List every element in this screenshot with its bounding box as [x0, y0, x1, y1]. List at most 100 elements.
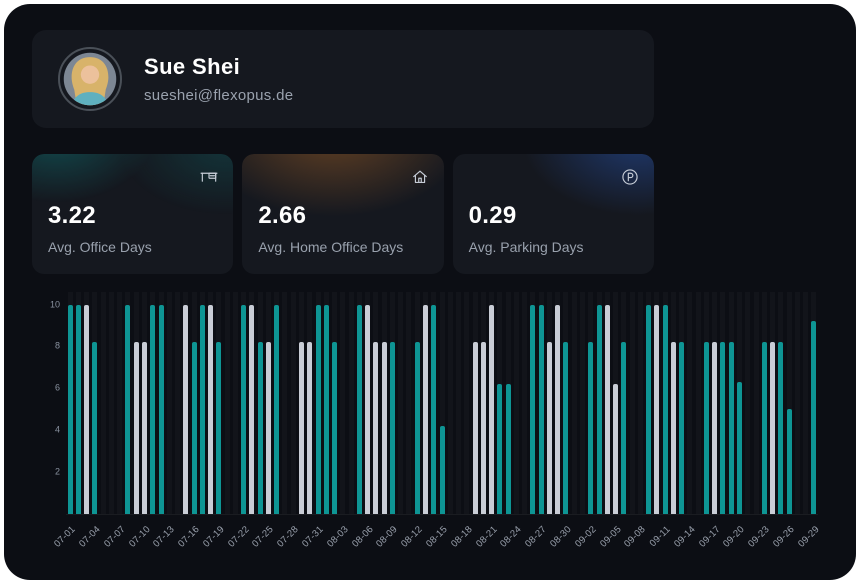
bar[interactable] — [199, 304, 205, 514]
bar[interactable] — [472, 342, 478, 514]
stat-label-office: Avg. Office Days — [48, 239, 152, 255]
day-slot — [398, 292, 403, 514]
bar[interactable] — [662, 304, 668, 514]
bar[interactable] — [720, 342, 726, 514]
bar[interactable] — [92, 342, 98, 514]
bar[interactable] — [679, 342, 685, 514]
bar[interactable] — [596, 304, 602, 514]
bar[interactable] — [150, 304, 156, 514]
y-axis-label: 4 — [54, 424, 60, 435]
stats-row: 3.22 Avg. Office Days 2.66 Avg. Home Off… — [32, 154, 654, 274]
bar[interactable] — [811, 321, 817, 514]
chart-x-axis: 07-01 07-04 07-07 07-10 07-13 07-16 07-19 07-22… — [52, 515, 821, 569]
parking-icon — [620, 167, 640, 187]
bar[interactable] — [588, 342, 594, 514]
bar[interactable] — [381, 342, 387, 514]
bar[interactable] — [431, 304, 437, 514]
x-axis-label: 09-05 — [597, 524, 624, 550]
bar[interactable] — [257, 342, 263, 514]
bar[interactable] — [604, 304, 610, 514]
bar[interactable] — [761, 342, 767, 514]
day-slot — [464, 292, 469, 514]
bar[interactable] — [414, 342, 420, 514]
bar[interactable] — [505, 384, 511, 514]
bar[interactable] — [373, 342, 379, 514]
bar[interactable] — [274, 304, 280, 514]
day-slot — [630, 292, 635, 514]
bar[interactable] — [538, 304, 544, 514]
bar[interactable] — [670, 342, 676, 514]
bar[interactable] — [365, 304, 371, 514]
bar[interactable] — [555, 304, 561, 514]
bar[interactable] — [241, 304, 247, 514]
day-slot — [117, 292, 122, 514]
x-axis-label: 09-29 — [795, 524, 822, 550]
bar[interactable] — [84, 304, 90, 514]
x-axis-label: 08-15 — [424, 524, 450, 550]
day-slot — [291, 292, 296, 514]
profile-card: Sue Shei sueshei@flexopus.de — [32, 30, 654, 128]
bar[interactable] — [249, 304, 255, 514]
bar[interactable] — [356, 304, 362, 514]
x-axis-label: 08-06 — [349, 524, 376, 550]
bar[interactable] — [770, 342, 776, 514]
bar[interactable] — [75, 304, 81, 514]
bar[interactable] — [299, 342, 305, 514]
bar[interactable] — [158, 304, 164, 514]
bar[interactable] — [646, 304, 652, 514]
x-axis-label: 07-13 — [151, 524, 178, 550]
bar[interactable] — [125, 304, 131, 514]
bar[interactable] — [142, 342, 147, 514]
bar[interactable] — [613, 384, 619, 514]
bar[interactable] — [133, 342, 139, 514]
x-axis-label: 07-16 — [176, 524, 202, 550]
bar[interactable] — [183, 304, 189, 514]
x-axis-label: 08-03 — [324, 524, 351, 550]
bar[interactable] — [67, 304, 73, 514]
bar[interactable] — [480, 342, 486, 514]
day-slot — [340, 292, 345, 514]
stat-value-office: 3.22 — [48, 202, 96, 229]
x-axis-label: 09-17 — [696, 524, 723, 550]
bar[interactable] — [307, 342, 313, 514]
bar[interactable] — [216, 342, 222, 514]
bar[interactable] — [265, 342, 271, 514]
desk-icon — [199, 167, 219, 187]
bar[interactable] — [422, 304, 428, 514]
bar[interactable] — [654, 304, 660, 514]
x-axis-label: 08-09 — [374, 524, 401, 550]
day-slot — [456, 292, 461, 514]
bar[interactable] — [786, 409, 792, 514]
x-axis-label: 09-08 — [622, 524, 649, 550]
bar[interactable] — [497, 384, 503, 514]
bar[interactable] — [489, 304, 495, 514]
bar[interactable] — [208, 304, 214, 514]
bar[interactable] — [736, 382, 742, 514]
bar[interactable] — [621, 342, 627, 514]
avatar — [58, 47, 122, 111]
dashboard-panel: Sue Shei sueshei@flexopus.de 3.22 Avg. O… — [4, 4, 856, 580]
bar[interactable] — [332, 342, 338, 514]
bar[interactable] — [439, 426, 445, 514]
bar[interactable] — [191, 342, 197, 514]
x-axis-label: 08-30 — [548, 524, 574, 550]
x-axis-label: 07-04 — [77, 524, 103, 550]
x-axis-label: 09-02 — [572, 524, 599, 550]
bar[interactable] — [563, 342, 569, 514]
x-axis-label: 08-24 — [498, 524, 525, 550]
bar[interactable] — [323, 304, 329, 514]
bar[interactable] — [728, 342, 734, 514]
bar[interactable] — [703, 342, 709, 514]
bar[interactable] — [389, 342, 395, 514]
home-icon — [410, 167, 430, 187]
bar[interactable] — [546, 342, 552, 514]
stat-card-home-office-days: 2.66 Avg. Home Office Days — [242, 154, 444, 274]
day-slot — [448, 292, 453, 514]
day-slot — [745, 292, 750, 514]
bar[interactable] — [712, 342, 718, 514]
bar[interactable] — [778, 342, 784, 514]
stat-value-parking: 0.29 — [468, 202, 517, 229]
bar[interactable] — [530, 304, 536, 514]
stat-label-home-office: Avg. Home Office Days — [258, 239, 404, 255]
bar[interactable] — [315, 304, 321, 514]
